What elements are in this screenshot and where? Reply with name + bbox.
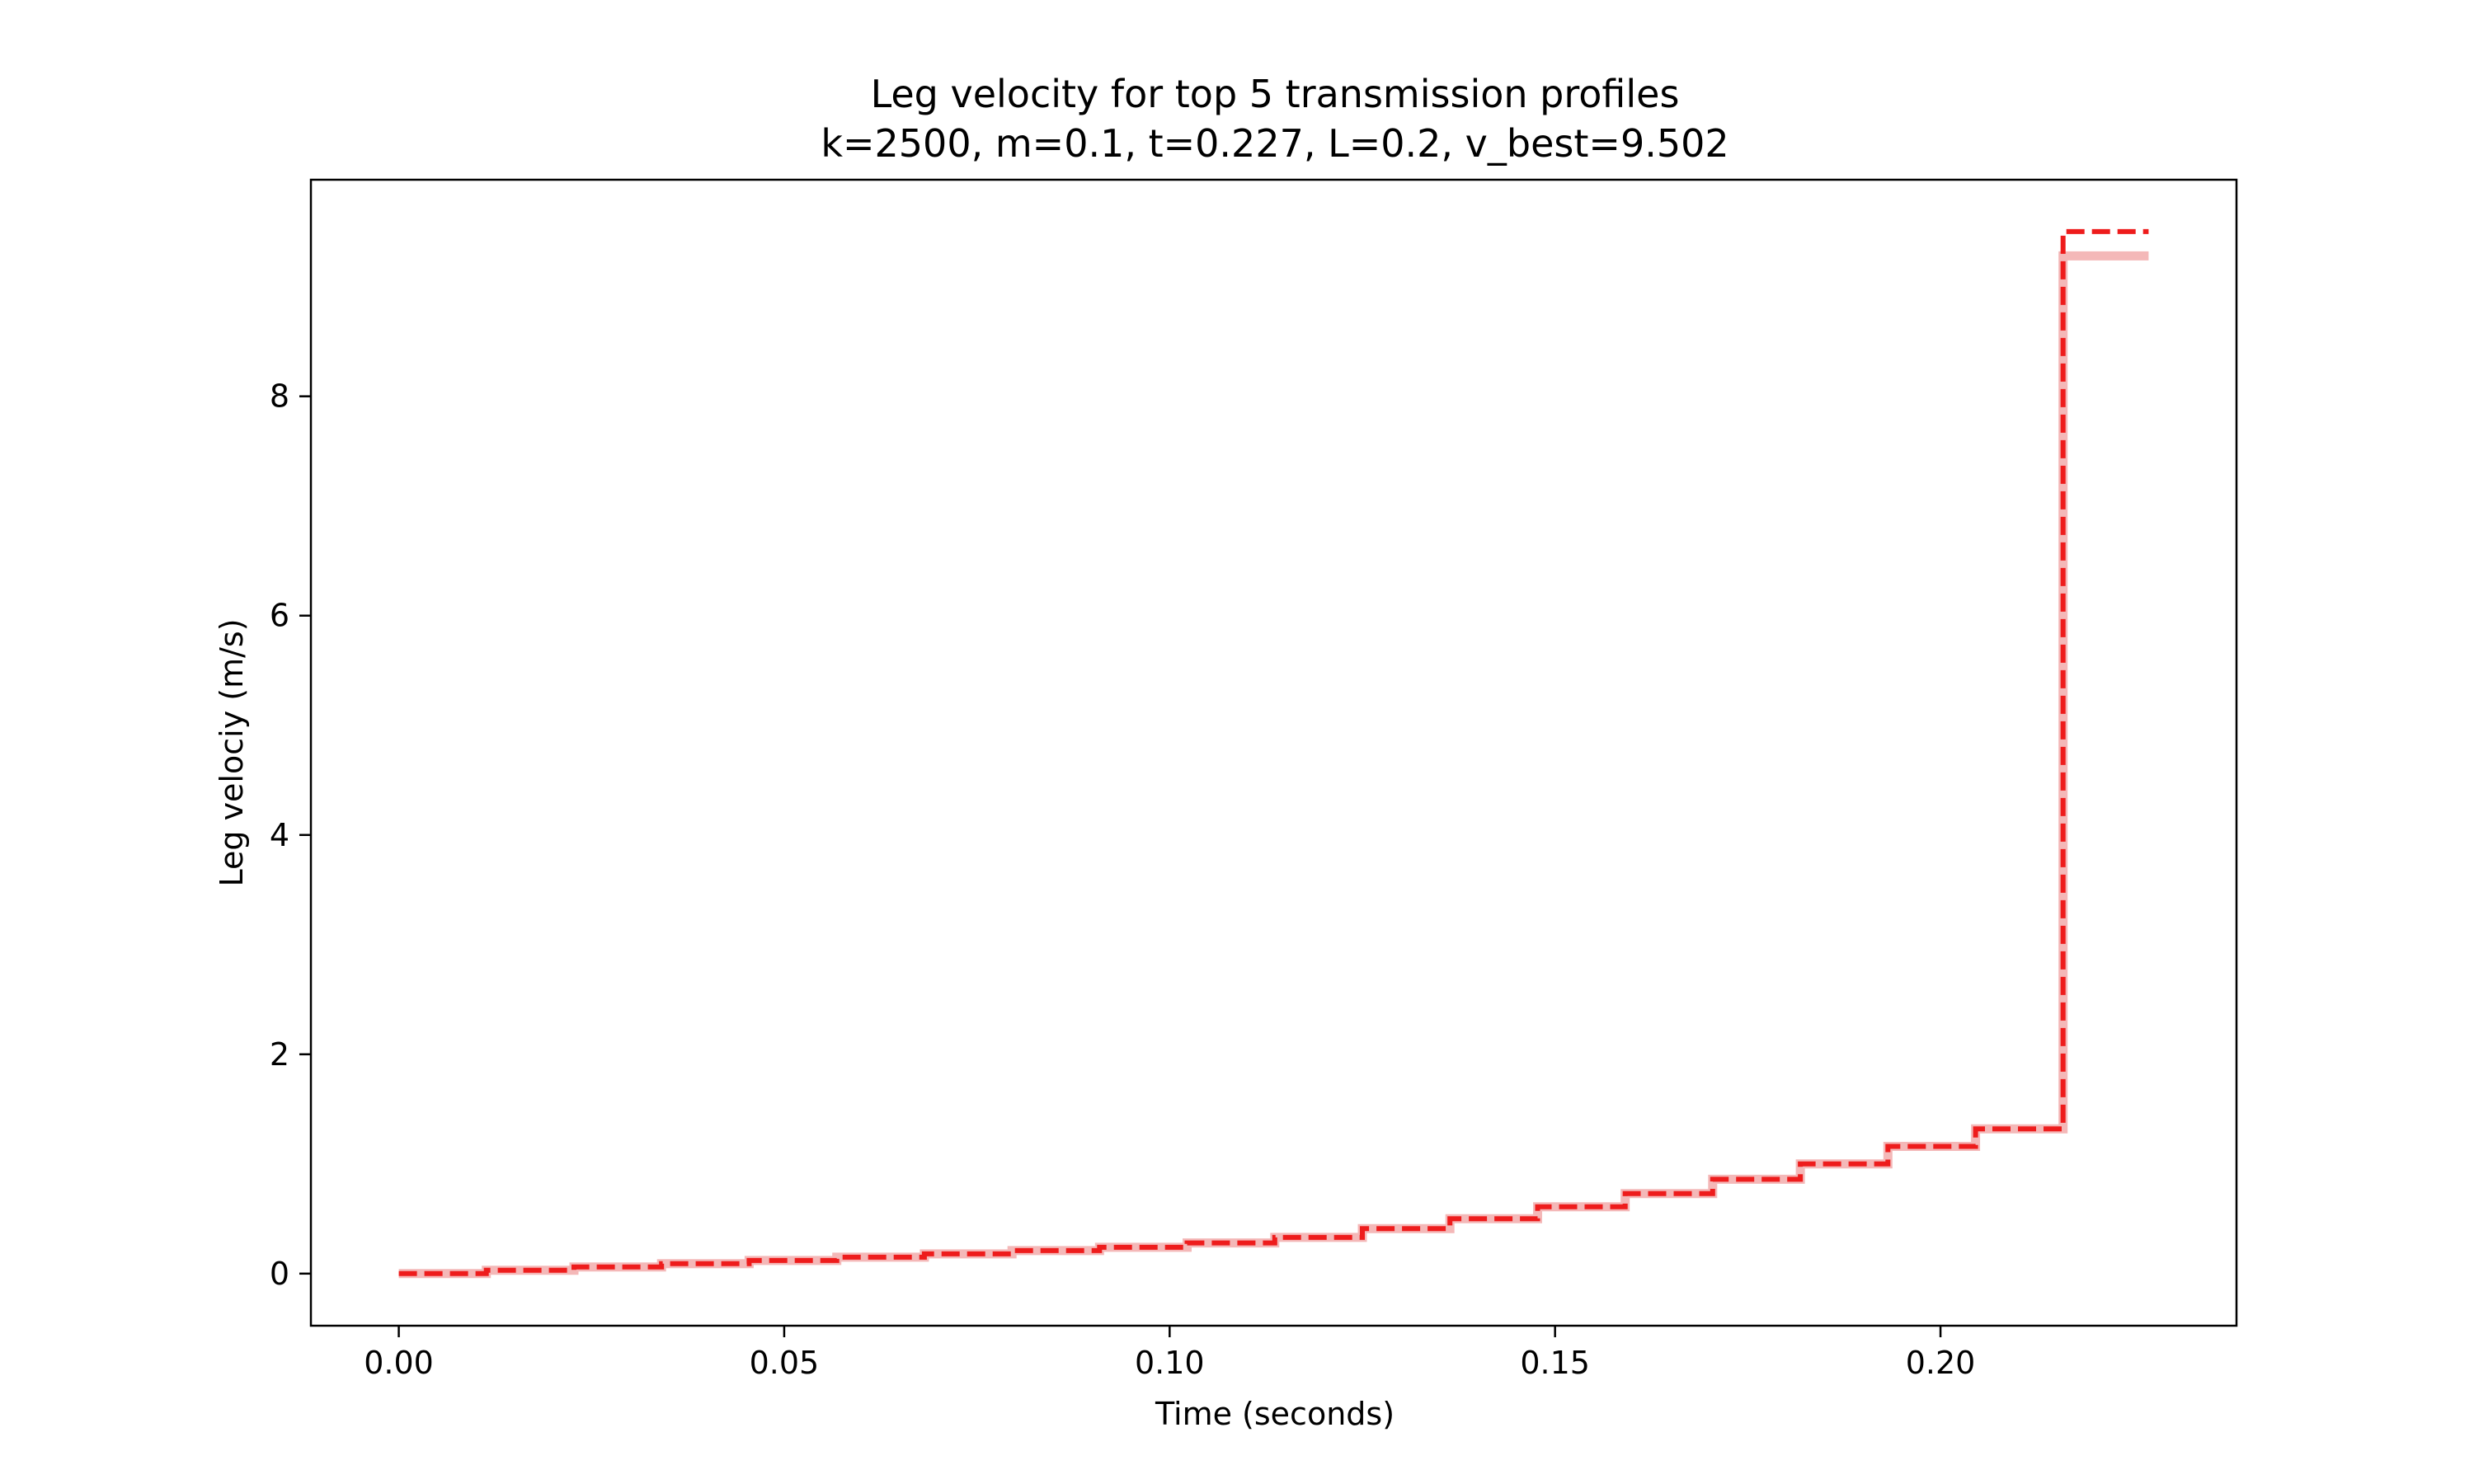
x-axis-ticks: 0.00 0.05 0.10 0.15 0.20 (364, 1326, 1975, 1381)
x-tick-label: 0.10 (1135, 1345, 1205, 1381)
y-tick-label: 6 (270, 598, 289, 634)
series-line-2 (398, 228, 2149, 1276)
x-tick-label: 0.00 (364, 1345, 434, 1381)
y-tick-label: 4 (270, 817, 289, 853)
x-tick-label: 0.20 (1906, 1345, 1976, 1381)
y-axis-label: Leg velociy (m/s) (214, 618, 250, 886)
x-tick-label: 0.15 (1520, 1345, 1590, 1381)
y-tick-label: 2 (270, 1036, 289, 1073)
y-tick-label: 0 (270, 1256, 289, 1292)
x-axis-label: Time (seconds) (1155, 1396, 1395, 1432)
y-tick-label: 8 (270, 378, 289, 415)
chart-subtitle: k=2500, m=0.1, t=0.227, L=0.2, v_best=9.… (821, 121, 1729, 166)
series-layer (398, 228, 2149, 1279)
chart-title: Leg velocity for top 5 transmission prof… (871, 72, 1680, 116)
x-tick-label: 0.05 (750, 1345, 820, 1381)
y-axis-ticks: 0 2 4 6 8 (270, 378, 311, 1292)
axes-frame (309, 178, 2238, 1327)
